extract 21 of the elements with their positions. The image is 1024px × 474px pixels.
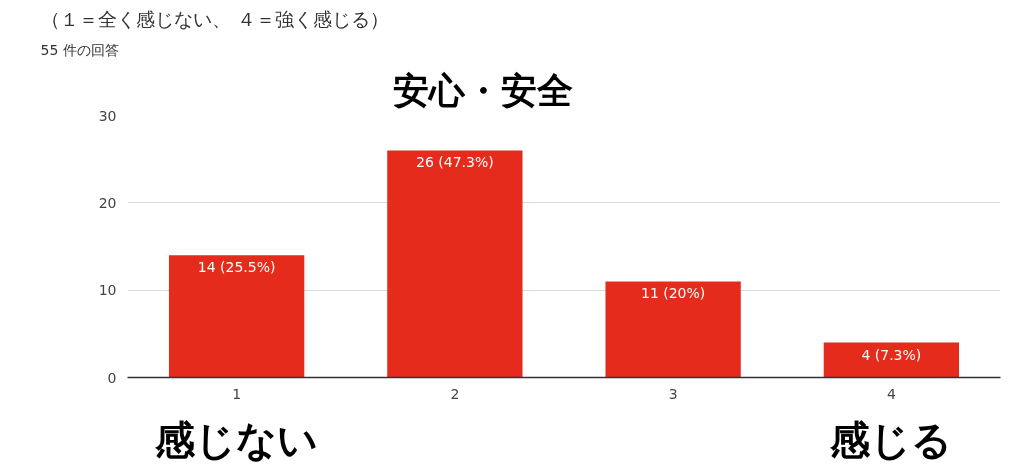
data-label: 4 (7.3%) [861, 346, 922, 363]
x-tick-label: 2 [450, 385, 460, 402]
chart-title: 安心・安全 [392, 69, 573, 111]
text: 感じない [154, 416, 319, 463]
x-tick-label: 4 [886, 385, 896, 402]
x-tick-label: 1 [232, 385, 242, 402]
x-tick-label: 3 [668, 385, 678, 402]
bar [823, 342, 960, 378]
text: 55 件の回答 [40, 41, 119, 58]
y-tick-label: 20 [98, 194, 117, 211]
bar [605, 281, 741, 378]
y-tick-label: 10 [98, 282, 117, 299]
bar [387, 150, 523, 378]
data-label: 11 (20%) [640, 285, 706, 302]
data-label: 26 (47.3%) [416, 154, 494, 171]
text: 感じる [829, 416, 953, 463]
bar [168, 255, 305, 378]
data-label: 14 (25.5%) [197, 259, 276, 276]
y-tick-label: 30 [98, 107, 117, 124]
chart-subtitle: （１＝全く感じない、 ４＝強く感じる） [40, 7, 389, 30]
y-tick-label: 0 [107, 369, 117, 386]
